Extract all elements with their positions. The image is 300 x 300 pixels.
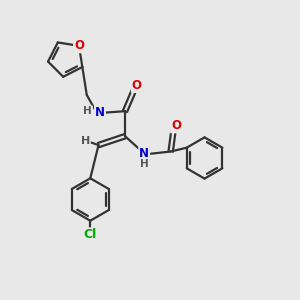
Text: H: H — [140, 159, 148, 169]
Text: N: N — [95, 106, 105, 119]
Text: H: H — [83, 106, 92, 116]
Text: H: H — [81, 136, 90, 146]
Text: Cl: Cl — [84, 228, 97, 241]
Text: N: N — [139, 147, 149, 161]
Text: O: O — [132, 79, 142, 92]
Text: O: O — [74, 39, 84, 52]
Text: O: O — [171, 119, 181, 132]
